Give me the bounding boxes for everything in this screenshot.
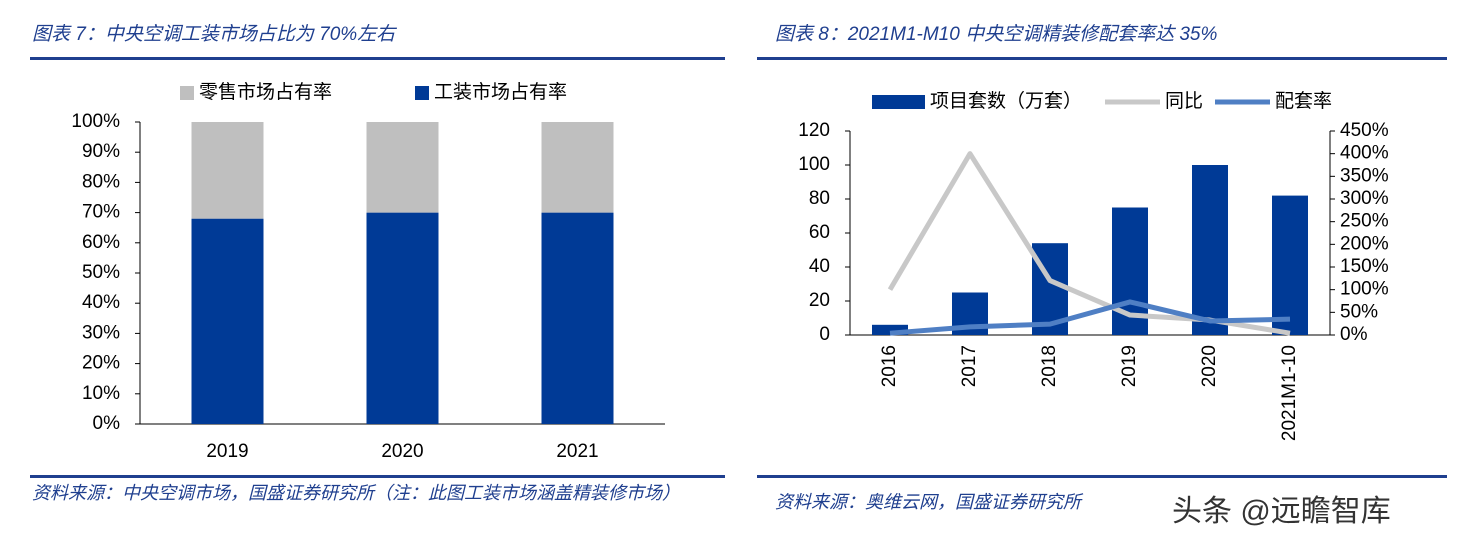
y-tick-label: 50% (82, 262, 120, 283)
y2-tick-label: 450% (1340, 120, 1389, 141)
bar (1192, 165, 1228, 335)
y-tick-label: 30% (82, 322, 120, 343)
bar (541, 122, 614, 213)
y-tick-label: 100% (71, 111, 120, 132)
legend-label: 工装市场占有率 (434, 81, 567, 103)
figure-title: 图表 7：中央空调工装市场占比为 70%左右 (32, 24, 396, 45)
x-tick-label: 2019 (1119, 345, 1140, 387)
y2-tick-label: 350% (1340, 165, 1389, 186)
y-tick-label: 40 (809, 256, 830, 277)
x-tick-label: 2018 (1039, 345, 1060, 387)
y-tick-label: 40% (82, 292, 120, 313)
y2-tick-label: 0% (1340, 324, 1368, 345)
y-tick-label: 100 (798, 154, 830, 175)
rule (30, 475, 725, 478)
bar (366, 122, 439, 213)
source-note: 资料来源：中央空调市场，国盛证券研究所（注：此图工装市场涵盖精装修市场） (32, 483, 680, 503)
legend-label: 项目套数（万套） (930, 90, 1082, 112)
source-note: 资料来源：奥维云网，国盛证券研究所 (775, 492, 1081, 512)
legend-swatch (180, 86, 194, 100)
y2-tick-label: 400% (1340, 143, 1389, 164)
rule (757, 57, 1447, 60)
bar (191, 122, 264, 219)
y-tick-label: 0 (819, 324, 830, 345)
x-tick-label: 2016 (879, 345, 900, 387)
y2-tick-label: 50% (1340, 301, 1378, 322)
y-tick-label: 60 (809, 222, 830, 243)
y-tick-label: 60% (82, 232, 120, 253)
y-tick-label: 20% (82, 353, 120, 374)
line-series (887, 151, 1291, 336)
x-tick-label: 2019 (206, 441, 248, 462)
bar (541, 212, 614, 424)
y-tick-label: 0% (93, 413, 121, 434)
y-tick-label: 70% (82, 202, 120, 223)
bar (191, 218, 264, 424)
line-series (889, 299, 1291, 336)
legend-swatch (872, 95, 925, 109)
y-tick-label: 20 (809, 290, 830, 311)
y2-tick-label: 250% (1340, 211, 1389, 232)
legend-label: 同比 (1165, 90, 1203, 112)
y-tick-label: 10% (82, 383, 120, 404)
y-tick-label: 80% (82, 171, 120, 192)
x-tick-label: 2021M1-10 (1279, 345, 1300, 441)
x-tick-label: 2017 (959, 345, 980, 387)
legend-label: 零售市场占有率 (199, 81, 332, 103)
y-tick-label: 120 (798, 120, 830, 141)
rule (30, 57, 725, 60)
rule (757, 475, 1447, 478)
bar (1272, 195, 1308, 335)
y2-tick-label: 300% (1340, 188, 1389, 209)
y2-tick-label: 150% (1340, 256, 1389, 277)
y-tick-label: 90% (82, 141, 120, 162)
x-tick-label: 2020 (381, 441, 423, 462)
x-tick-label: 2021 (556, 441, 598, 462)
bar (366, 212, 439, 424)
figure-title: 图表 8：2021M1-M10 中央空调精装修配套率达 35% (775, 24, 1218, 45)
x-tick-label: 2020 (1199, 345, 1220, 387)
y-tick-label: 80 (809, 188, 830, 209)
legend-label: 配套率 (1275, 90, 1332, 112)
y2-tick-label: 100% (1340, 279, 1389, 300)
y2-tick-label: 200% (1340, 233, 1389, 254)
bar (872, 324, 908, 335)
legend-swatch (415, 86, 429, 100)
watermark: 头条 @远瞻智库 (1172, 495, 1391, 528)
